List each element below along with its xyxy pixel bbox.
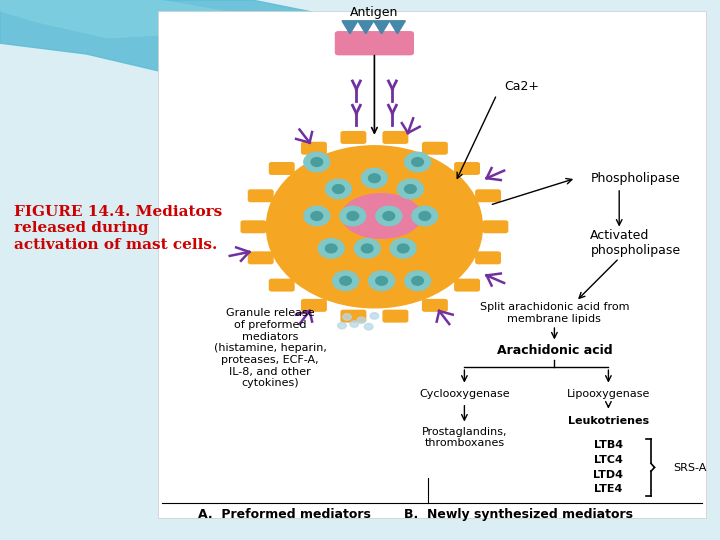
Text: Lipooxygenase: Lipooxygenase [567,389,650,399]
Text: Antigen: Antigen [350,5,399,18]
Circle shape [390,239,416,258]
Circle shape [405,185,416,193]
Circle shape [405,152,431,172]
Polygon shape [0,0,252,38]
FancyBboxPatch shape [454,162,480,175]
FancyBboxPatch shape [301,299,327,312]
Text: FIGURE 14.4. Mediators
released during
activation of mast cells.: FIGURE 14.4. Mediators released during a… [14,205,222,252]
FancyBboxPatch shape [475,251,501,264]
Circle shape [350,321,359,327]
Polygon shape [374,21,390,33]
Circle shape [419,212,431,220]
Circle shape [412,276,423,285]
FancyBboxPatch shape [341,309,366,322]
Circle shape [405,271,431,291]
Text: Arachidonic acid: Arachidonic acid [497,345,612,357]
FancyBboxPatch shape [382,131,408,144]
FancyBboxPatch shape [269,279,294,292]
Text: Cyclooxygenase: Cyclooxygenase [419,389,510,399]
FancyBboxPatch shape [482,220,508,233]
Circle shape [412,158,423,166]
Circle shape [343,314,351,320]
Circle shape [357,317,366,323]
Circle shape [333,271,359,291]
Circle shape [354,239,380,258]
FancyBboxPatch shape [454,279,480,292]
Text: SRS-A: SRS-A [673,463,706,472]
FancyBboxPatch shape [382,309,408,322]
Circle shape [318,239,344,258]
Polygon shape [342,21,358,33]
Text: A.  Preformed mediators: A. Preformed mediators [198,508,371,521]
Circle shape [338,322,346,329]
FancyBboxPatch shape [158,11,706,518]
FancyBboxPatch shape [335,31,414,55]
Text: Granule release
of preformed
mediators
(histamine, heparin,
proteases, ECF-A,
IL: Granule release of preformed mediators (… [214,308,326,388]
Circle shape [347,212,359,220]
Circle shape [311,212,323,220]
Circle shape [325,244,337,253]
Circle shape [397,179,423,199]
Text: Split arachidonic acid from
membrane lipids: Split arachidonic acid from membrane lip… [480,302,629,324]
Text: LTB4: LTB4 [594,441,623,450]
Circle shape [304,206,330,226]
Circle shape [340,276,351,285]
FancyBboxPatch shape [422,299,448,312]
Circle shape [304,152,330,172]
Circle shape [369,174,380,183]
Circle shape [311,158,323,166]
FancyBboxPatch shape [248,251,274,264]
Text: B.  Newly synthesized mediators: B. Newly synthesized mediators [404,508,633,521]
Text: LTD4: LTD4 [593,470,624,480]
FancyBboxPatch shape [422,142,448,155]
FancyBboxPatch shape [248,190,274,202]
Text: Ca2+: Ca2+ [504,80,539,93]
Polygon shape [358,21,374,33]
Circle shape [383,212,395,220]
Text: LTC4: LTC4 [594,455,623,465]
Circle shape [325,179,351,199]
Circle shape [397,244,409,253]
FancyBboxPatch shape [269,162,294,175]
FancyBboxPatch shape [240,220,266,233]
Circle shape [376,276,387,285]
Circle shape [370,313,379,319]
Text: Prostaglandins,
thromboxanes: Prostaglandins, thromboxanes [422,427,507,448]
Circle shape [361,168,387,188]
Circle shape [376,206,402,226]
Polygon shape [0,0,360,81]
Circle shape [361,244,373,253]
Text: Activated
phospholipase: Activated phospholipase [590,229,680,257]
FancyBboxPatch shape [475,190,501,202]
Circle shape [340,206,366,226]
FancyBboxPatch shape [341,131,366,144]
Circle shape [412,206,438,226]
Polygon shape [390,21,405,33]
Text: Phospholipase: Phospholipase [590,172,680,185]
FancyBboxPatch shape [301,142,327,155]
Circle shape [333,185,344,193]
Text: Leukotrienes: Leukotrienes [568,416,649,426]
Circle shape [266,146,482,308]
Text: LTE4: LTE4 [594,484,623,494]
Ellipse shape [342,194,421,238]
Circle shape [364,323,373,330]
Circle shape [369,271,395,291]
